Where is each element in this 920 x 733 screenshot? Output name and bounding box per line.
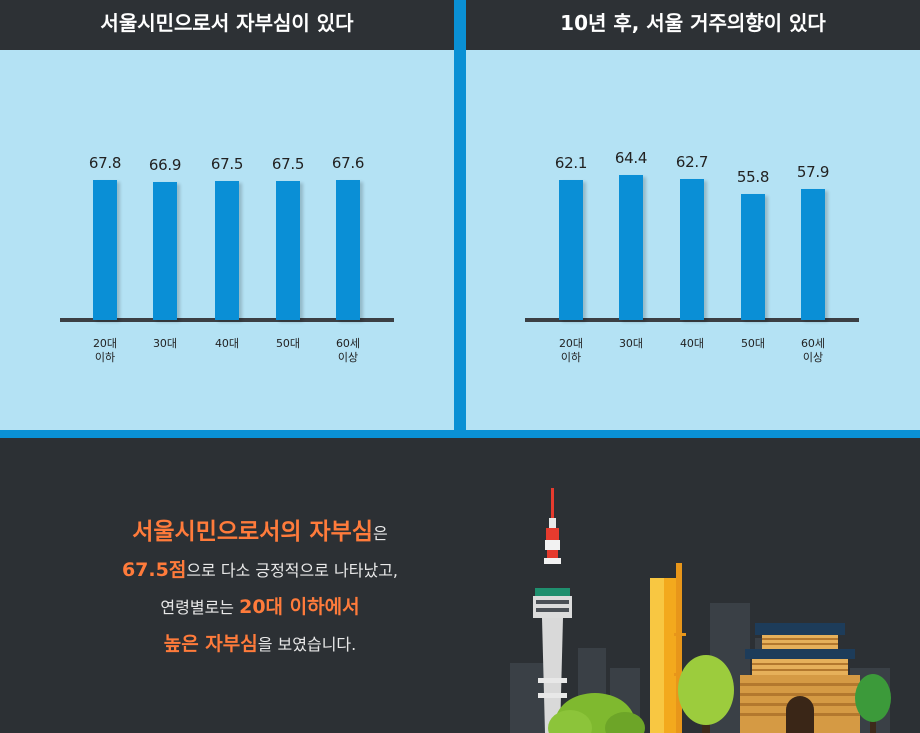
category-label: 30대: [152, 337, 178, 350]
data-label: 62.7: [675, 153, 709, 171]
bar: [215, 181, 239, 320]
highlight-age: 20대 이하에서: [239, 596, 360, 618]
highlight-score: 67.5점: [121, 559, 187, 581]
summary-line-1: 서울시민으로서의 자부심은: [40, 514, 480, 552]
bar: [559, 180, 583, 320]
category-label: 60세 이상: [335, 337, 361, 364]
tree-icon: [678, 655, 734, 733]
bar: [336, 180, 360, 320]
chart-title: 서울시민으로서 자부심이 있다: [0, 0, 454, 50]
summary-line-3: 연령별로는 20대 이하에서: [40, 589, 480, 626]
data-label: 57.9: [796, 163, 830, 181]
seoul-skyline-illustration: [510, 488, 891, 733]
data-label: 55.8: [736, 168, 770, 186]
summary-message: 서울시민으로서의 자부심은 67.5점으로 다소 긍정적으로 나타났고, 연령별…: [40, 514, 480, 663]
summary-line-2: 67.5점으로 다소 긍정적으로 나타났고,: [40, 552, 480, 589]
summary-text: 은: [373, 524, 388, 543]
data-label: 67.5: [271, 155, 305, 173]
category-label: 60세 이상: [800, 337, 826, 364]
data-label: 64.4: [614, 149, 648, 167]
highlight-pride: 서울시민으로서의 자부심: [132, 519, 374, 545]
x-axis-line: [525, 318, 859, 322]
bar: [801, 189, 825, 320]
bush-icon: [548, 693, 645, 733]
data-label: 67.5: [210, 155, 244, 173]
summary-text: 을 보였습니다.: [257, 635, 357, 654]
skyscraper-icon: [650, 563, 686, 733]
highlight-high-pride: 높은 자부심: [163, 633, 258, 655]
category-label: 40대: [214, 337, 240, 350]
namdaemun-gate-icon: [740, 623, 860, 733]
bar: [93, 180, 117, 320]
data-label: 67.8: [88, 154, 122, 172]
category-label: 40대: [679, 337, 705, 350]
bar: [276, 181, 300, 320]
bar: [619, 175, 643, 320]
data-label: 66.9: [148, 156, 182, 174]
bar: [680, 179, 704, 320]
chart-panel-pride: 서울시민으로서 자부심이 있다 67.8 20대 이하 66.9 30대 67.5 40대…: [0, 0, 454, 430]
summary-text: 으로 다소 긍정적으로 나타났고,: [186, 561, 399, 580]
category-label: 50대: [275, 337, 301, 350]
category-label: 50대: [740, 337, 766, 350]
chart-panel-residence: 10년 후, 서울 거주의향이 있다 62.1 20대 이하 64.4 30대 62.7…: [466, 0, 920, 430]
data-label: 67.6: [331, 154, 365, 172]
chart-title: 10년 후, 서울 거주의향이 있다: [466, 0, 920, 50]
tree-icon: [855, 674, 891, 733]
summary-section: 서울시민으로서의 자부심은 67.5점으로 다소 긍정적으로 나타났고, 연령별…: [0, 438, 920, 733]
x-axis-line: [60, 318, 394, 322]
category-label: 20대 이하: [92, 337, 118, 364]
namsan-tower-icon: [533, 488, 572, 733]
summary-text: 연령별로는: [160, 598, 240, 617]
category-label: 30대: [618, 337, 644, 350]
category-label: 20대 이하: [558, 337, 584, 364]
bar: [741, 194, 765, 320]
summary-line-4: 높은 자부심을 보였습니다.: [40, 626, 480, 663]
data-label: 62.1: [554, 154, 588, 172]
bar: [153, 182, 177, 320]
